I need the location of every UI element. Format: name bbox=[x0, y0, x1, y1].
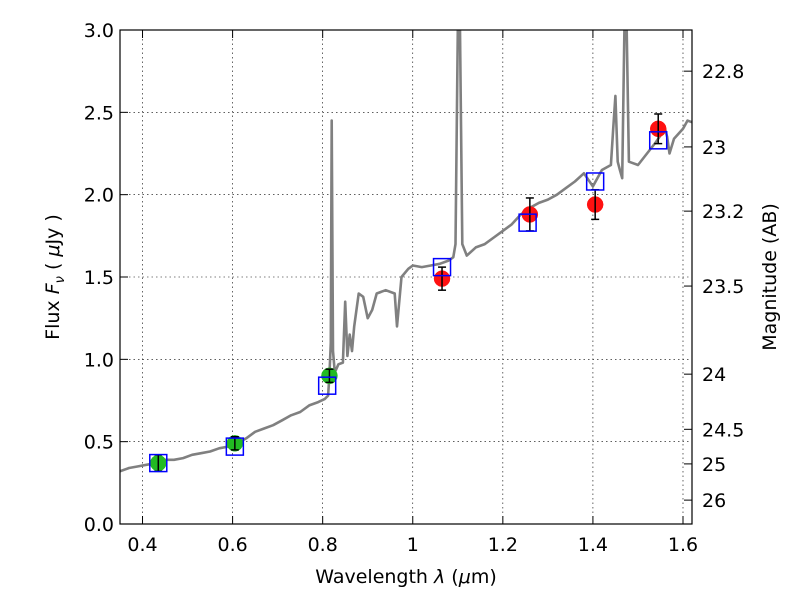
y-tick-label: 3.0 bbox=[84, 20, 114, 42]
x-tick-label: 0.6 bbox=[217, 534, 247, 556]
y-tick-label: 1.0 bbox=[84, 349, 114, 371]
y-axis-label: Flux Fν ( μJy ) bbox=[42, 214, 68, 340]
sed-model-line bbox=[120, 30, 692, 473]
x-tick-label: 1 bbox=[407, 534, 419, 556]
axis-ticks: 0.4 0.6 0.8 1 1.2 1.4 1.6 0.0 0.5 1.0 1.5 2.0 2.5 3.0… bbox=[84, 20, 745, 556]
x-tick-label: 1.4 bbox=[578, 534, 608, 556]
mag-tick-label: 24.5 bbox=[702, 419, 744, 441]
mag-tick-label: 23.2 bbox=[702, 201, 744, 223]
x-tick-label: 0.8 bbox=[308, 534, 338, 556]
x-tick-label: 0.4 bbox=[127, 534, 157, 556]
y-tick-label: 0.5 bbox=[84, 432, 114, 454]
y-axis-label-subscript: ν bbox=[53, 276, 68, 283]
model-photometry-square bbox=[585, 172, 605, 191]
x-axis-label-symbol: λ bbox=[433, 566, 445, 588]
model-photometry-square bbox=[432, 257, 452, 277]
y-tick-label: 0.0 bbox=[84, 514, 114, 536]
y-axis-label-prefix: Flux bbox=[42, 294, 64, 340]
y-tick-label: 1.5 bbox=[84, 267, 114, 289]
mag-tick-label: 23.5 bbox=[702, 276, 744, 298]
mag-tick-label: 24 bbox=[702, 364, 726, 386]
x-axis-label-unit-open: ( bbox=[445, 566, 458, 588]
mag-tick-label: 23 bbox=[702, 137, 726, 159]
model-photometry-square bbox=[225, 437, 245, 456]
x-axis-label-mu: μ bbox=[458, 566, 471, 588]
y-tick-label: 2.0 bbox=[84, 185, 114, 207]
y-axis-label-symbol: F bbox=[42, 282, 64, 294]
model-photometry-square bbox=[149, 453, 168, 473]
plot-data bbox=[120, 30, 692, 473]
grid-lines bbox=[120, 29, 692, 525]
x-tick-label: 1.2 bbox=[488, 534, 518, 556]
x-axis-label-unit-close: m) bbox=[471, 566, 497, 588]
mag-tick-label: 26 bbox=[702, 490, 726, 512]
x-axis-label-prefix: Wavelength bbox=[315, 566, 434, 588]
y-axis-label-unit-close: Jy ) bbox=[42, 214, 64, 245]
y-axis-label-unit-open: ( bbox=[42, 257, 64, 277]
model-photometry-square bbox=[648, 131, 668, 150]
model-photometry-square bbox=[518, 213, 537, 232]
x-axis-label: Wavelength λ (μm) bbox=[315, 566, 496, 588]
x-tick-label: 1.6 bbox=[668, 534, 698, 556]
y-axis-label-mu: μ bbox=[42, 244, 64, 257]
y-tick-label: 2.5 bbox=[84, 102, 114, 124]
model-photometry-square bbox=[317, 376, 337, 395]
mag-tick-label: 22.8 bbox=[702, 61, 744, 83]
y2-axis-label: Magnitude (AB) bbox=[759, 203, 781, 351]
mag-tick-label: 25 bbox=[702, 454, 726, 476]
